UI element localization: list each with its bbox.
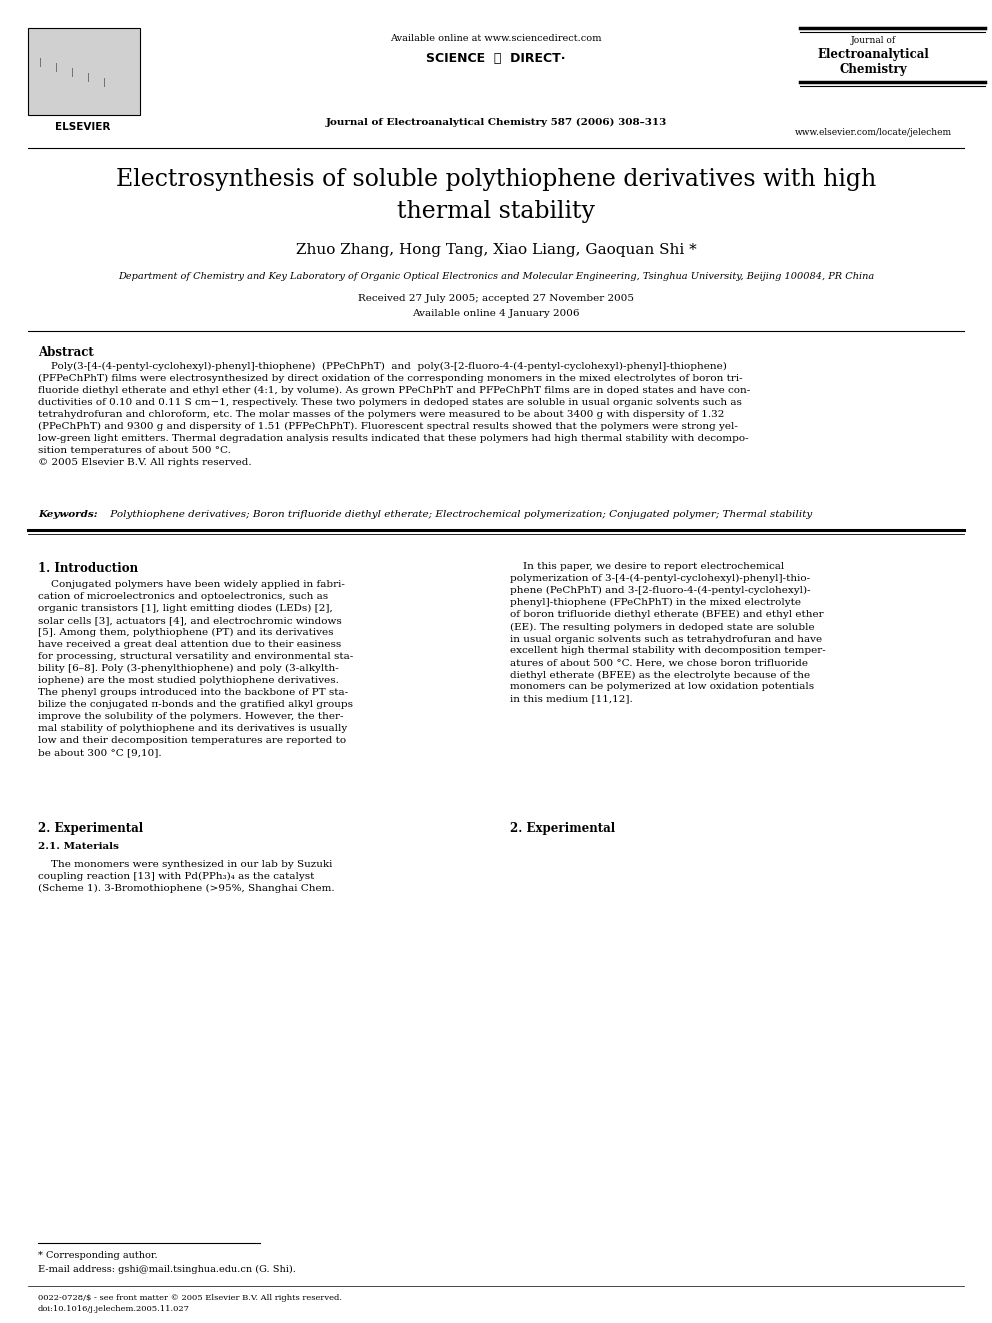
Text: Keywords:: Keywords:: [38, 509, 97, 519]
Text: SCIENCE  ⓓ  DIRECT·: SCIENCE ⓓ DIRECT·: [427, 52, 565, 65]
Text: Department of Chemistry and Key Laboratory of Organic Optical Electronics and Mo: Department of Chemistry and Key Laborato…: [118, 273, 874, 280]
Text: www.elsevier.com/locate/jelechem: www.elsevier.com/locate/jelechem: [795, 128, 951, 138]
Text: 1. Introduction: 1. Introduction: [38, 562, 138, 576]
Text: Electrosynthesis of soluble polythiophene derivatives with high: Electrosynthesis of soluble polythiophen…: [116, 168, 876, 191]
Text: 2. Experimental: 2. Experimental: [38, 822, 143, 835]
Text: Available online at www.sciencedirect.com: Available online at www.sciencedirect.co…: [390, 34, 602, 44]
Text: Electroanalytical: Electroanalytical: [817, 48, 929, 61]
FancyBboxPatch shape: [28, 28, 140, 115]
Text: Polythiophene derivatives; Boron trifluoride diethyl etherate; Electrochemical p: Polythiophene derivatives; Boron trifluo…: [107, 509, 812, 519]
Text: Conjugated polymers have been widely applied in fabri-
cation of microelectronic: Conjugated polymers have been widely app…: [38, 579, 353, 757]
Text: Chemistry: Chemistry: [839, 64, 907, 75]
Text: |: |: [102, 78, 105, 87]
Text: Poly(3-[4-(4-pentyl-cyclohexyl)-phenyl]-thiophene)  (PPeChPhT)  and  poly(3-[2-f: Poly(3-[4-(4-pentyl-cyclohexyl)-phenyl]-…: [38, 363, 750, 467]
Text: * Corresponding author.: * Corresponding author.: [38, 1252, 158, 1259]
Text: 2. Experimental: 2. Experimental: [510, 822, 615, 835]
Text: Zhuo Zhang, Hong Tang, Xiao Liang, Gaoquan Shi *: Zhuo Zhang, Hong Tang, Xiao Liang, Gaoqu…: [296, 243, 696, 257]
Text: Abstract: Abstract: [38, 347, 94, 359]
Text: doi:10.1016/j.jelechem.2005.11.027: doi:10.1016/j.jelechem.2005.11.027: [38, 1304, 190, 1312]
Text: thermal stability: thermal stability: [397, 200, 595, 224]
Text: The monomers were synthesized in our lab by Suzuki
coupling reaction [13] with P: The monomers were synthesized in our lab…: [38, 860, 334, 893]
Text: Available online 4 January 2006: Available online 4 January 2006: [413, 310, 579, 318]
Text: Received 27 July 2005; accepted 27 November 2005: Received 27 July 2005; accepted 27 Novem…: [358, 294, 634, 303]
Text: |: |: [86, 73, 89, 82]
Text: |: |: [55, 64, 58, 71]
Text: Journal of Electroanalytical Chemistry 587 (2006) 308–313: Journal of Electroanalytical Chemistry 5…: [325, 118, 667, 127]
Text: 2.1. Materials: 2.1. Materials: [38, 841, 119, 851]
Text: ELSEVIER: ELSEVIER: [56, 122, 111, 132]
Text: E-mail address: gshi@mail.tsinghua.edu.cn (G. Shi).: E-mail address: gshi@mail.tsinghua.edu.c…: [38, 1265, 296, 1274]
Text: In this paper, we desire to report electrochemical
polymerization of 3-[4-(4-pen: In this paper, we desire to report elect…: [510, 562, 825, 704]
Text: |: |: [39, 58, 42, 67]
Text: |: |: [70, 67, 73, 77]
Text: 0022-0728/$ - see front matter © 2005 Elsevier B.V. All rights reserved.: 0022-0728/$ - see front matter © 2005 El…: [38, 1294, 342, 1302]
Text: Journal of: Journal of: [850, 36, 896, 45]
